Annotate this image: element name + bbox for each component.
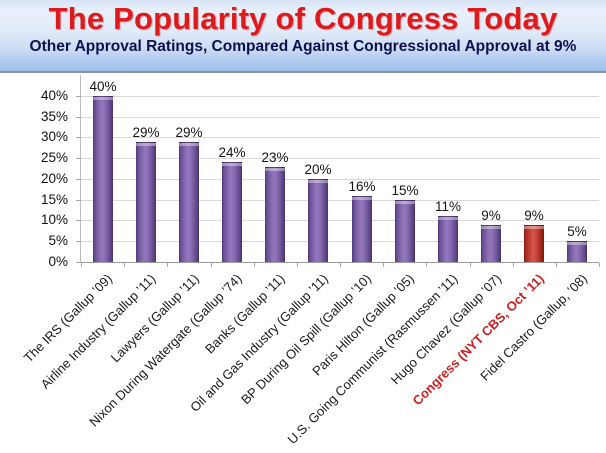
chart-subtitle: Other Approval Ratings, Compared Against… — [29, 38, 577, 55]
gridline — [81, 158, 599, 159]
x-axis-line — [80, 262, 599, 263]
gridline — [81, 96, 599, 97]
x-tick — [254, 263, 255, 267]
category-label: BP During Oil Spill (Gallup ’10) — [238, 271, 375, 408]
category-label: Oil and Gas Industry (Gallup ’11) — [187, 271, 332, 415]
category-label: Banks (Gallup ’11) — [202, 271, 288, 357]
bar-value-label: 23% — [261, 150, 289, 165]
y-tick-label: 5% — [48, 233, 68, 248]
y-tick-label: 35% — [40, 109, 68, 124]
page-title: The Popularity of Congress Today — [48, 1, 558, 36]
bar — [136, 142, 156, 262]
x-tick — [599, 263, 600, 267]
gridline — [81, 179, 599, 180]
x-tick — [556, 263, 557, 267]
x-tick — [470, 263, 471, 267]
bar-value-label: 24% — [218, 145, 246, 160]
bar-top-highlight — [395, 201, 415, 204]
y-tick — [76, 220, 81, 221]
bar — [567, 241, 587, 262]
gridline — [81, 241, 599, 242]
bar — [395, 200, 415, 262]
y-tick — [76, 158, 81, 159]
bar — [352, 196, 372, 262]
category-label: Hugo Chavez (Gallup ’07) — [387, 271, 504, 388]
bar-value-label: 29% — [175, 125, 203, 140]
bar-value-label: 29% — [132, 125, 160, 140]
y-tick-label: 10% — [40, 212, 68, 227]
y-tick — [76, 137, 81, 138]
category-label: Congress (NYT CBS, Oct ’11) — [409, 271, 547, 409]
x-tick — [297, 263, 298, 267]
y-tick-label: 15% — [40, 192, 68, 207]
chart-header: The Popularity of Congress Today Other A… — [0, 0, 606, 73]
bar-top-highlight — [567, 242, 587, 245]
bar — [438, 216, 458, 262]
y-tick — [76, 117, 81, 118]
bar-value-label: 20% — [304, 162, 332, 177]
bar-top-highlight — [524, 226, 544, 229]
bar-top-highlight — [222, 163, 242, 166]
bar-top-highlight — [265, 168, 285, 171]
x-tick — [426, 263, 427, 267]
category-label: Paris Hilton (Gallup ’05) — [309, 271, 418, 379]
category-label: Lawyers (Gallup ’11) — [107, 271, 202, 366]
x-tick — [124, 263, 125, 267]
bar-value-label: 5% — [567, 224, 587, 239]
bar-value-label: 9% — [481, 208, 501, 223]
y-tick-label: 30% — [40, 129, 68, 144]
bar-top-highlight — [93, 97, 113, 100]
plot-area: 40% 29% 29% 24% 23% 20% 16% 15% 11% 9% 9% 5% — [76, 75, 600, 267]
y-tick-label: 25% — [40, 150, 68, 165]
gridline — [81, 117, 599, 118]
y-tick — [76, 262, 81, 263]
x-tick — [167, 263, 168, 267]
bar-top-highlight — [179, 143, 199, 146]
bar-value-label: 11% — [434, 199, 462, 214]
bar — [179, 142, 199, 262]
y-tick-label: 0% — [48, 254, 68, 269]
x-tick — [340, 263, 341, 267]
bar — [308, 179, 328, 262]
bar — [265, 167, 285, 262]
y-tick — [76, 179, 81, 180]
category-label: U.S. Going Communist (Rasmussen ’11) — [284, 271, 461, 447]
category-label: The IRS (Gallup ’09) — [20, 271, 116, 366]
gridline — [81, 137, 599, 138]
x-tick — [383, 263, 384, 267]
category-label: Fidel Castro (Gallup, ’08) — [477, 271, 591, 384]
bar-top-highlight — [481, 226, 501, 229]
y-tick — [76, 241, 81, 242]
x-tick — [211, 263, 212, 267]
bar — [481, 225, 501, 262]
y-tick — [76, 200, 81, 201]
y-axis-labels: 0% 5% 10% 15% 20% 25% 30% 35% 40% — [0, 75, 74, 269]
y-tick-label: 20% — [40, 171, 68, 186]
category-label: Nixon During Watergate (Gallup ’74) — [86, 271, 245, 430]
bar-top-highlight — [438, 217, 458, 220]
x-tick — [513, 263, 514, 267]
bar — [93, 96, 113, 262]
bar-top-highlight — [352, 197, 372, 200]
bar — [222, 162, 242, 262]
bar-top-highlight — [136, 143, 156, 146]
y-tick-label: 40% — [40, 88, 68, 103]
category-label: Airline Industry (Gallup ’11) — [37, 271, 159, 392]
bar-value-label: 16% — [348, 179, 376, 194]
bar-top-highlight — [308, 180, 328, 183]
bar-congress — [524, 225, 544, 262]
gridline — [81, 200, 599, 201]
bar-value-label: 15% — [391, 183, 419, 198]
gridline — [81, 220, 599, 221]
bar-value-label: 40% — [89, 79, 117, 94]
bar-value-label: 9% — [524, 208, 544, 223]
x-tick — [81, 263, 82, 267]
y-tick — [76, 96, 81, 97]
